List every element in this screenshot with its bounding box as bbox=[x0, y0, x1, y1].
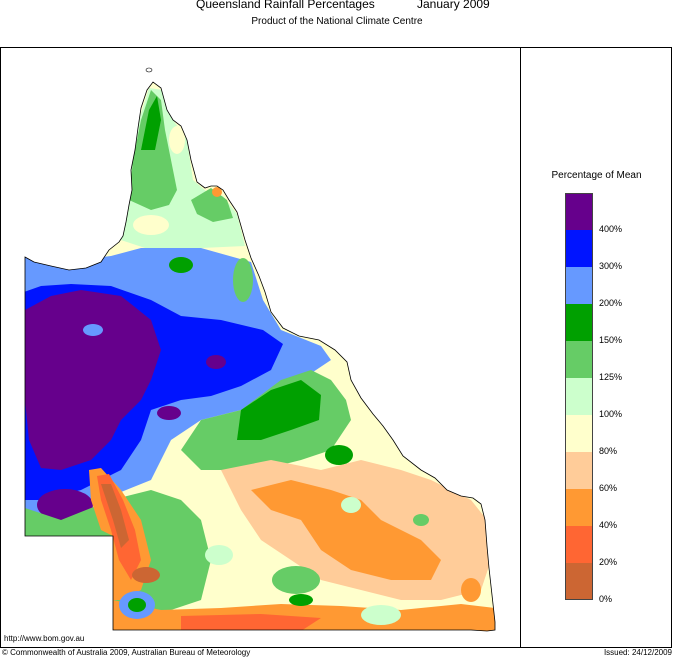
legend-label: 200% bbox=[599, 298, 623, 308]
legend-swatch bbox=[565, 341, 593, 378]
source-url: http://www.bom.gov.au bbox=[4, 634, 85, 643]
legend-label: 40% bbox=[599, 520, 618, 530]
issued-date: Issued: 24/12/2009 bbox=[603, 648, 672, 657]
map-title: Queensland Rainfall Percentages January … bbox=[0, 0, 674, 15]
map-subtitle: Product of the National Climate Centre bbox=[251, 16, 423, 27]
legend-label: 400% bbox=[599, 224, 623, 234]
legend-label: 100% bbox=[599, 409, 623, 419]
frame-divider bbox=[520, 47, 521, 648]
legend-swatch bbox=[565, 563, 593, 600]
title-text: Queensland Rainfall Percentages bbox=[196, 0, 375, 11]
legend-label: 150% bbox=[599, 335, 623, 345]
legend-swatch bbox=[565, 452, 593, 489]
copyright-text: © Commonwealth of Australia 2009, Austra… bbox=[2, 648, 251, 657]
legend-label: 60% bbox=[599, 483, 618, 493]
legend-color-bar bbox=[565, 193, 593, 600]
legend-swatch bbox=[565, 378, 593, 415]
legend-swatch bbox=[565, 193, 593, 230]
legend-swatch bbox=[565, 304, 593, 341]
legend-label: 125% bbox=[599, 372, 623, 382]
title-period: January 2009 bbox=[417, 0, 490, 11]
legend-title: Percentage of Mean bbox=[551, 170, 642, 181]
legend-label: 0% bbox=[599, 594, 613, 604]
rainfall-map bbox=[24, 67, 496, 632]
legend-swatch bbox=[565, 489, 593, 526]
legend-swatch bbox=[565, 526, 593, 563]
legend-swatch bbox=[565, 267, 593, 304]
map-frame bbox=[0, 47, 672, 648]
legend-swatch bbox=[565, 415, 593, 452]
legend-swatch bbox=[565, 230, 593, 267]
legend-label: 80% bbox=[599, 446, 618, 456]
legend-label: 300% bbox=[599, 261, 623, 271]
legend-label: 20% bbox=[599, 557, 618, 567]
